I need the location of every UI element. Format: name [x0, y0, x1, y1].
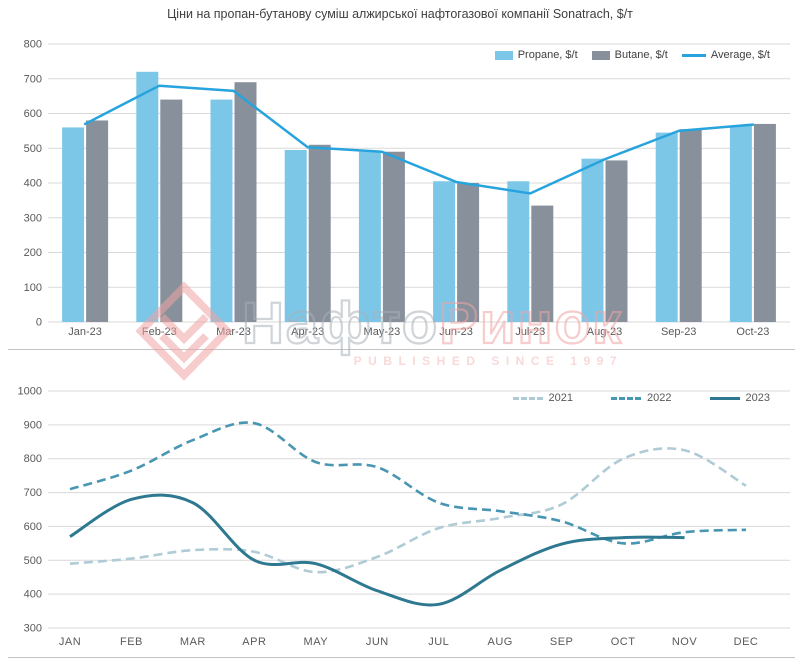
x-tick-label: SEP — [550, 636, 574, 648]
y-tick-label: 200 — [24, 247, 42, 259]
y-tick-label: 900 — [24, 419, 42, 431]
x-tick-label: Oct-23 — [736, 326, 769, 338]
x-tick-label: Feb-23 — [142, 326, 177, 338]
butane-bar — [605, 160, 628, 322]
propane-bar — [433, 181, 456, 322]
y-tick-label: 800 — [24, 453, 42, 465]
propane-bar — [210, 99, 233, 322]
y-tick-label: 500 — [24, 555, 42, 567]
legend-item-2023: 2023 — [709, 392, 770, 404]
legend-item-average: Average, $/t — [681, 49, 770, 61]
legend-label: 2023 — [745, 392, 770, 404]
legend-label: Propane, $/t — [517, 49, 578, 61]
legend-label: 2022 — [647, 392, 672, 404]
legend-swatch-icon — [681, 53, 706, 57]
average-line — [83, 84, 755, 195]
butane-bar — [679, 129, 702, 322]
y-tick-label: 600 — [24, 521, 42, 533]
x-tick-label: MAR — [180, 636, 206, 648]
butane-bar — [531, 205, 554, 322]
legend-label: Average, $/t — [710, 49, 770, 61]
x-tick-label: MAY — [304, 636, 329, 648]
legend-swatch-icon — [709, 396, 740, 400]
y-tick-label: 600 — [24, 108, 42, 120]
y-tick-label: 300 — [24, 212, 42, 224]
x-tick-label: DEC — [734, 636, 759, 648]
propane-butane-bar-chart: 0 100 200 300 400 500 600 700 800 Jan-23 Feb-23 Mar… — [8, 39, 795, 350]
propane-bar — [507, 181, 530, 322]
x-tick-label: NOV — [672, 636, 698, 648]
butane-bar — [86, 120, 109, 322]
x-tick-label: Apr-23 — [291, 326, 324, 338]
x-tick-label: Jun-23 — [439, 326, 473, 338]
propane-bar — [136, 71, 159, 322]
top-chart-title: Ціни на пропан-бутанову суміш алжирської… — [167, 7, 633, 21]
x-tick-label: OCT — [611, 636, 636, 648]
propane-bar — [581, 158, 604, 322]
legend-item-2022: 2022 — [611, 392, 672, 404]
x-tick-label: APR — [242, 636, 266, 648]
series-line-2022 — [69, 421, 747, 545]
x-tick-label: Jul-23 — [515, 326, 545, 338]
legend-label: Butane, $/t — [614, 49, 668, 61]
y-tick-label: 1000 — [18, 386, 42, 398]
x-tick-label: FEB — [120, 636, 143, 648]
x-tick-label: AUG — [488, 636, 513, 648]
legend-swatch-icon — [591, 50, 610, 60]
y-tick-label: 500 — [24, 143, 42, 155]
x-tick-label: Sep-23 — [661, 326, 696, 338]
x-tick-label: JUL — [428, 636, 449, 648]
series-line-2021 — [69, 447, 747, 574]
y-tick-label: 800 — [24, 39, 42, 51]
x-tick-label: May-23 — [364, 326, 401, 338]
x-tick-label: JUN — [366, 636, 389, 648]
propane-bar — [284, 149, 307, 322]
y-tick-label: 700 — [24, 487, 42, 499]
x-tick-label: JAN — [59, 636, 81, 648]
legend-swatch-icon — [611, 396, 642, 400]
bottom-chart-legend: 2021 2022 2023 — [475, 392, 770, 404]
legend-swatch-icon — [494, 50, 513, 60]
yearly-comparison-line-chart: 300 400 500 600 700 800 900 1000 JAN FEB MAR APR MAY… — [8, 386, 795, 658]
propane-bar — [62, 127, 85, 323]
legend-item-2021: 2021 — [512, 392, 574, 404]
x-tick-label: Mar-23 — [216, 326, 251, 338]
butane-bar — [308, 144, 331, 322]
legend-item-butane: Butane, $/t — [591, 49, 668, 61]
propane-bar — [358, 151, 381, 322]
series-line-2023 — [69, 493, 685, 607]
top-chart-legend: Propane, $/t Butane, $/t Average, $/t — [481, 49, 770, 61]
propane-bar — [655, 132, 678, 322]
butane-bar — [457, 183, 480, 322]
legend-swatch-icon — [512, 396, 543, 400]
butane-bar — [753, 123, 776, 322]
x-tick-label: Jan-23 — [68, 326, 102, 338]
butane-bar — [382, 151, 405, 322]
y-tick-label: 0 — [36, 317, 42, 329]
y-tick-label: 300 — [24, 623, 42, 635]
y-tick-label: 700 — [24, 73, 42, 85]
propane-bar — [729, 125, 752, 322]
y-tick-label: 400 — [24, 589, 42, 601]
y-tick-label: 100 — [24, 282, 42, 294]
butane-bar — [160, 99, 183, 322]
legend-item-propane: Propane, $/t — [494, 49, 578, 61]
legend-label: 2021 — [548, 392, 574, 404]
x-tick-label: Aug-23 — [587, 326, 622, 338]
y-tick-label: 400 — [24, 178, 42, 190]
butane-bar — [234, 82, 257, 322]
